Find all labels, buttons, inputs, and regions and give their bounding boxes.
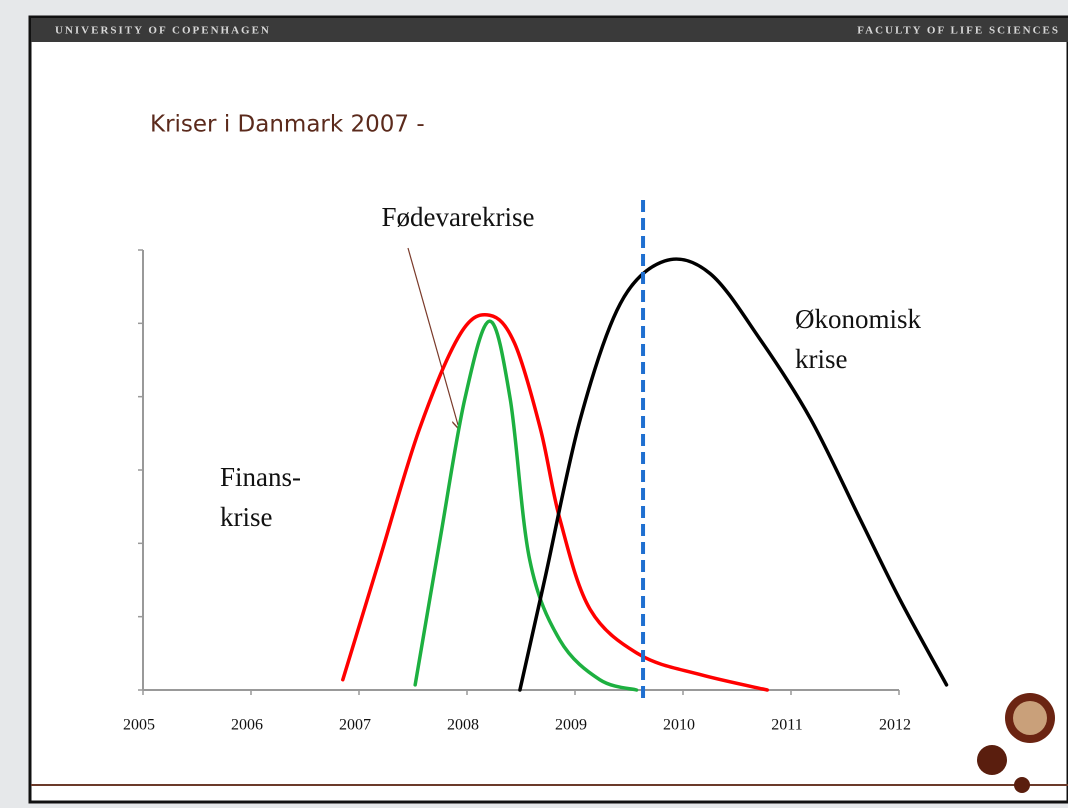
logo-dot bbox=[1014, 777, 1030, 793]
header-right: FACULTY OF LIFE SCIENCES bbox=[857, 25, 1060, 37]
x-tick-label: 2005 bbox=[123, 717, 155, 734]
x-tick-label: 2012 bbox=[879, 717, 911, 734]
chart-title: Kriser i Danmark 2007 - bbox=[150, 112, 425, 138]
slide-frame bbox=[28, 15, 1068, 804]
annotation-arrow bbox=[407, 247, 458, 425]
x-tick-label: 2006 bbox=[231, 717, 263, 734]
logo-dot bbox=[977, 745, 1007, 775]
x-tick-label: 2009 bbox=[555, 717, 587, 734]
annotation: krise bbox=[220, 502, 273, 532]
logo bbox=[977, 693, 1055, 793]
series-line bbox=[518, 257, 949, 692]
annotation: Finans- bbox=[220, 462, 301, 492]
logo-seal-inner bbox=[1013, 701, 1047, 735]
series-line bbox=[341, 313, 769, 692]
annotation: krise bbox=[795, 344, 848, 374]
annotation: Fødevarekrise bbox=[382, 202, 535, 232]
series-line bbox=[413, 319, 639, 692]
header-left: UNIVERSITY OF COPENHAGEN bbox=[55, 25, 271, 37]
annotation: Økonomisk bbox=[795, 304, 922, 334]
header-bar bbox=[31, 18, 1068, 42]
x-tick-label: 2011 bbox=[771, 717, 802, 734]
x-tick-label: 2010 bbox=[663, 717, 695, 734]
x-tick-label: 2007 bbox=[339, 717, 371, 734]
x-tick-label: 2008 bbox=[447, 717, 479, 734]
